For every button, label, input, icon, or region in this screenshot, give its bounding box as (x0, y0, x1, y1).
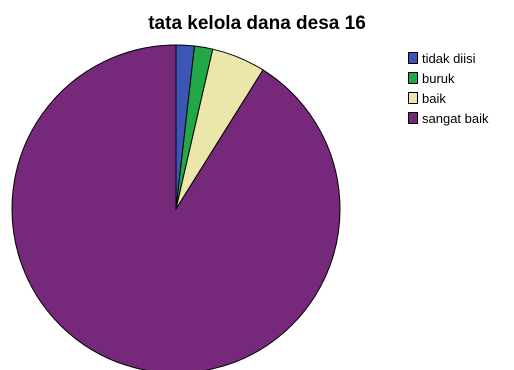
legend-item: tidak diisi (408, 48, 489, 68)
legend-item: baik (408, 88, 489, 108)
chart-title: tata kelola dana desa 16 (148, 13, 366, 34)
legend-item: sangat baik (408, 108, 489, 128)
legend-label: sangat baik (422, 110, 489, 126)
legend-swatch (408, 72, 418, 84)
legend-swatch (408, 112, 418, 124)
legend-item: buruk (408, 68, 489, 88)
pie-slice-sangat-baik (11, 44, 341, 370)
legend-swatch (408, 92, 418, 104)
legend-swatch (408, 52, 418, 64)
legend: tidak diisi buruk baik sangat baik (408, 48, 489, 128)
legend-label: buruk (422, 70, 455, 86)
legend-label: baik (422, 90, 446, 106)
legend-label: tidak diisi (422, 50, 476, 66)
